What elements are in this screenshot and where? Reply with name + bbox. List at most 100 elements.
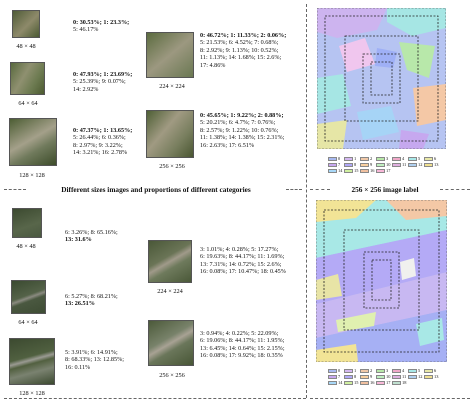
caption-bottom-64: 64 × 64: [18, 319, 38, 326]
thumb-top-224: [146, 32, 194, 78]
divider-top-left: [4, 189, 26, 190]
legend-label-5: 5: [418, 156, 421, 161]
legend-b-label-2: 2: [370, 368, 373, 373]
legend-b-label-8: 8: [354, 374, 357, 379]
legend-b-swatch-16: [360, 381, 369, 385]
legend-b-label-3: 3: [386, 368, 389, 373]
legend-label-11: 11: [402, 162, 407, 167]
legend-label-12: 12: [418, 162, 423, 167]
stats-bottom-224: 3: 1.01%; 4: 0.28%; 5: 17.27%; 6: 19.63%…: [200, 246, 286, 276]
label-map-top: [317, 8, 446, 149]
caption-top-128: 128 × 128: [19, 172, 45, 179]
legend-b-swatch-6: [424, 369, 433, 373]
legend-label-3: 3: [386, 156, 389, 161]
thumb-bottom-48: [12, 208, 42, 238]
legend-b-label-6: 6: [434, 368, 437, 373]
legend-bottom: 0 1 2 3 4 5 6 7 8 9 10 11 12 13 14 15 16…: [328, 368, 448, 388]
divider-bottom-right: [310, 398, 470, 399]
divider-label-right: [440, 189, 470, 190]
stats-bottom-64: 6: 5.27%; 8: 68.21%; 13: 26.51%: [65, 293, 118, 308]
legend-label-6: 6: [434, 156, 437, 161]
divider-top-right: [286, 189, 302, 190]
legend-b-swatch-7: [328, 375, 337, 379]
legend-b-label-11: 11: [402, 374, 407, 379]
legend-label-9: 9: [370, 162, 373, 167]
legend-b-swatch-5: [408, 369, 417, 373]
legend-swatch-13: [424, 163, 433, 167]
legend-b-label-1: 1: [354, 368, 357, 373]
legend-swatch-4: [392, 157, 401, 161]
stats-bottom-48: 6: 3.26%; 8: 65.16%; 13: 31.6%: [65, 229, 118, 244]
caption-top-64: 64 × 64: [18, 100, 38, 107]
legend-b-swatch-11: [392, 375, 401, 379]
caption-top-224: 224 × 224: [159, 83, 185, 90]
caption-bottom-128: 128 × 128: [19, 390, 45, 397]
legend-label-10: 10: [386, 162, 391, 167]
thumb-bottom-256: [148, 320, 194, 366]
caption-top-256: 256 × 256: [159, 163, 185, 170]
legend-b-swatch-10: [376, 375, 385, 379]
label-caption: 256 × 256 image label: [351, 185, 419, 194]
legend-label-8: 8: [354, 162, 357, 167]
divider-label-left: [310, 189, 330, 190]
legend-b-label-16: 16: [370, 380, 375, 385]
legend-b-swatch-12: [408, 375, 417, 379]
legend-b-label-15: 15: [354, 380, 359, 385]
legend-b-swatch-14: [328, 381, 337, 385]
legend-swatch-0: [328, 157, 337, 161]
top-caption: Different sizes images and proportions o…: [61, 185, 251, 194]
legend-b-swatch-2: [360, 369, 369, 373]
stats-bottom-256: 3: 0.94%; 4: 0.22%; 5: 22.09%; 6: 19.06%…: [200, 330, 285, 360]
legend-swatch-14: [328, 169, 337, 173]
thumb-bottom-128: [9, 338, 55, 385]
legend-top: 0 1 2 3 4 5 6 7 8 9 10 11 12 13 14 15 16…: [328, 156, 448, 176]
thumb-top-256: [146, 110, 194, 158]
legend-label-16: 16: [370, 168, 375, 173]
legend-label-14: 14: [338, 168, 343, 173]
caption-top-48: 48 × 48: [16, 43, 36, 50]
legend-b-swatch-8: [344, 375, 353, 379]
legend-b-label-14: 14: [338, 380, 343, 385]
legend-b-label-4: 4: [402, 368, 405, 373]
legend-label-0: 0: [338, 156, 341, 161]
legend-swatch-15: [344, 169, 353, 173]
legend-b-label-17: 17: [386, 380, 391, 385]
legend-b-swatch-15: [344, 381, 353, 385]
thumb-top-48: [12, 10, 40, 38]
legend-b-label-7: 7: [338, 374, 341, 379]
legend-b-label-13: 13: [434, 374, 439, 379]
legend-b-swatch-17: [376, 381, 385, 385]
legend-b-label-9: 9: [370, 374, 373, 379]
caption-bottom-256: 256 × 256: [159, 372, 185, 379]
legend-b-label-18: 18: [402, 380, 407, 385]
legend-b-swatch-0: [328, 369, 337, 373]
legend-swatch-12: [408, 163, 417, 167]
legend-swatch-8: [344, 163, 353, 167]
legend-label-4: 4: [402, 156, 405, 161]
legend-b-swatch-4: [392, 369, 401, 373]
legend-swatch-17: [376, 169, 385, 173]
legend-swatch-1: [344, 157, 353, 161]
legend-b-swatch-18: [392, 381, 401, 385]
legend-label-17: 17: [386, 168, 391, 173]
stats-top-128: 0: 47.37%; 1: 13.65%; 5: 26.44%; 6: 0.36…: [73, 127, 133, 157]
legend-swatch-6: [424, 157, 433, 161]
legend-label-15: 15: [354, 168, 359, 173]
legend-label-13: 13: [434, 162, 439, 167]
legend-b-swatch-1: [344, 369, 353, 373]
legend-b-label-10: 10: [386, 374, 391, 379]
thumb-bottom-64: [11, 280, 46, 314]
divider-bottom-left: [4, 398, 306, 399]
stats-top-48: 0: 30.53%; 1: 23.3%; 5: 46.17%: [73, 19, 130, 34]
legend-swatch-5: [408, 157, 417, 161]
legend-b-swatch-13: [424, 375, 433, 379]
legend-b-swatch-9: [360, 375, 369, 379]
legend-b-label-0: 0: [338, 368, 341, 373]
legend-label-7: 7: [338, 162, 341, 167]
thumb-bottom-224: [148, 240, 192, 283]
stats-top-224: 0: 46.72%; 1: 11.33%; 2: 0.06%; 5: 21.53…: [200, 32, 287, 69]
legend-swatch-2: [360, 157, 369, 161]
legend-b-label-5: 5: [418, 368, 421, 373]
thumb-top-64: [10, 62, 45, 95]
legend-label-1: 1: [354, 156, 357, 161]
